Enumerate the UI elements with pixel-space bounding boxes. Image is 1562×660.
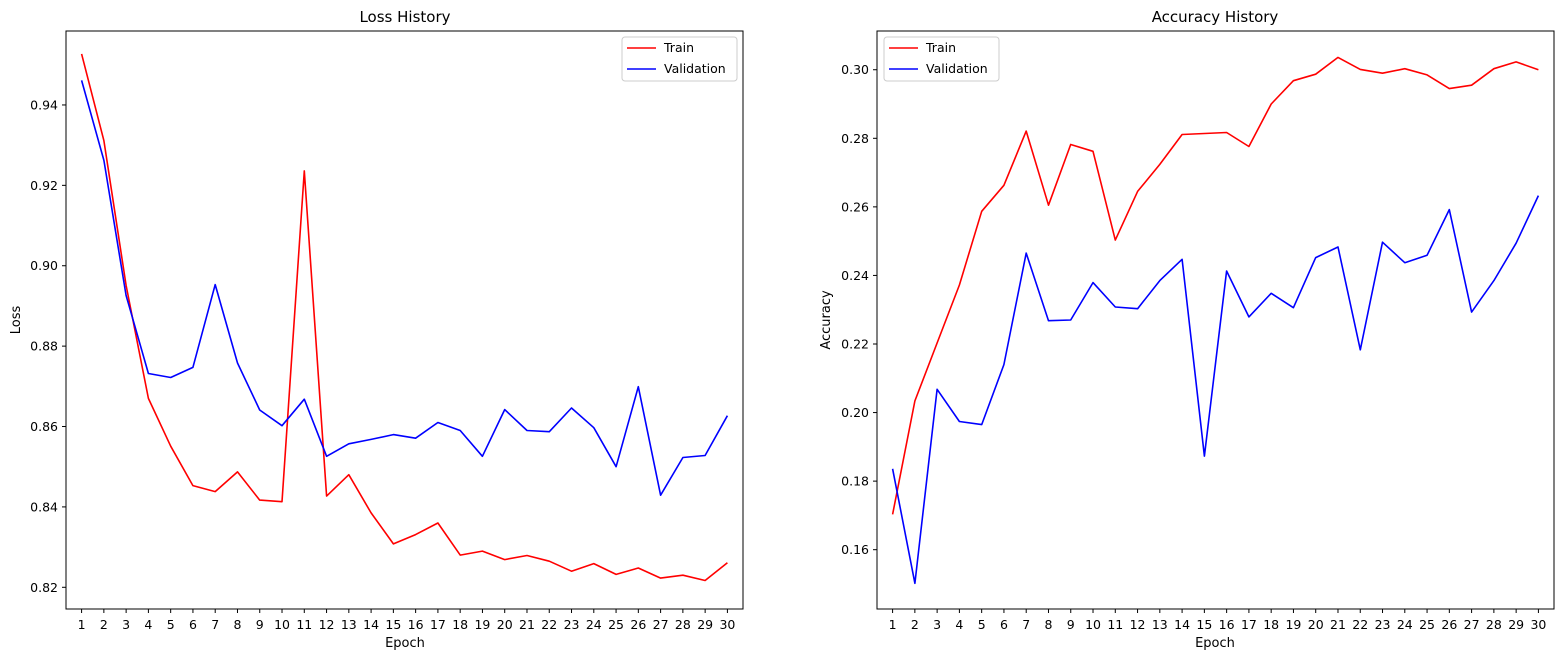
accuracy-x-tick-label: 19	[1285, 617, 1301, 632]
loss-x-tick-label: 23	[564, 617, 580, 632]
loss-chart: Loss History 1 2 3 4 5 6 7 8 9 10 11 12 13 14 15 16 17 18…	[9, 8, 744, 651]
accuracy-x-tick-label: 27	[1464, 617, 1480, 632]
accuracy-legend-label-validation: Validation	[926, 61, 988, 76]
loss-x-tick-label: 3	[122, 617, 130, 632]
accuracy-y-tick-label: 0.30	[841, 62, 869, 77]
accuracy-x-tick-label: 25	[1419, 617, 1435, 632]
loss-x-tick-label: 24	[586, 617, 602, 632]
loss-y-tick-label: 0.94	[30, 97, 58, 112]
loss-x-tick-label: 28	[675, 617, 691, 632]
accuracy-x-tick-label: 6	[1000, 617, 1008, 632]
loss-x-tick-label: 27	[653, 617, 669, 632]
loss-legend-label-validation: Validation	[664, 61, 726, 76]
accuracy-y-tick-label: 0.28	[841, 131, 869, 146]
loss-x-tick-label: 12	[319, 617, 335, 632]
loss-x-tick-label: 9	[256, 617, 264, 632]
accuracy-chart-title: Accuracy History	[1152, 8, 1279, 26]
accuracy-x-tick-label: 5	[978, 617, 986, 632]
accuracy-x-tick-label: 11	[1107, 617, 1123, 632]
loss-series-train-line	[80, 53, 728, 582]
loss-x-tick-label: 29	[697, 617, 713, 632]
accuracy-x-tick-label: 23	[1375, 617, 1391, 632]
loss-y-tick-label: 0.90	[30, 258, 58, 273]
loss-series-validation-line	[80, 80, 729, 497]
accuracy-x-tick-label: 14	[1174, 617, 1190, 632]
accuracy-x-tick-label: 15	[1196, 617, 1212, 632]
accuracy-x-tick-label: 26	[1441, 617, 1457, 632]
loss-x-tick-label: 18	[452, 617, 468, 632]
accuracy-x-tick-label: 21	[1330, 617, 1346, 632]
loss-y-tick-label: 0.86	[30, 419, 58, 434]
loss-plot-frame	[65, 30, 744, 610]
loss-x-tick-label: 15	[385, 617, 401, 632]
loss-y-axis-label: Loss	[9, 306, 24, 335]
accuracy-x-tick-label: 2	[911, 617, 919, 632]
accuracy-x-axis-label: Epoch	[1195, 636, 1235, 651]
accuracy-plot-frame	[876, 30, 1555, 610]
accuracy-x-tick-label: 16	[1219, 617, 1235, 632]
accuracy-x-tick-label: 13	[1152, 617, 1168, 632]
accuracy-y-axis-label: Accuracy	[819, 290, 834, 350]
accuracy-y-tick-label: 0.18	[841, 474, 869, 489]
loss-y-tick-label: 0.84	[30, 499, 58, 514]
accuracy-y-tick-label: 0.26	[841, 199, 869, 214]
accuracy-x-tick-label: 7	[1022, 617, 1030, 632]
accuracy-x-tick-label: 4	[955, 617, 963, 632]
accuracy-x-tick-label: 20	[1308, 617, 1324, 632]
accuracy-x-tick-label: 28	[1486, 617, 1502, 632]
accuracy-series-train-line	[891, 56, 1539, 515]
accuracy-x-tick-label: 24	[1397, 617, 1413, 632]
accuracy-x-tick-label: 22	[1352, 617, 1368, 632]
loss-legend-label-train: Train	[663, 40, 694, 55]
accuracy-chart: Accuracy History 1 2 3 4 5 6 7 8 9 10 11 12 13 14 15 16…	[819, 8, 1555, 651]
loss-x-tick-label: 14	[363, 617, 379, 632]
accuracy-y-tick-label: 0.16	[841, 542, 869, 557]
accuracy-legend-label-train: Train	[925, 40, 956, 55]
accuracy-x-tick-label: 29	[1508, 617, 1524, 632]
loss-x-tick-label: 26	[630, 617, 646, 632]
loss-legend: Train Validation	[621, 36, 738, 82]
accuracy-y-tick-label: 0.22	[841, 336, 869, 351]
loss-x-tick-label: 13	[341, 617, 357, 632]
accuracy-x-tick-label: 9	[1067, 617, 1075, 632]
accuracy-x-tick-label: 17	[1241, 617, 1257, 632]
loss-x-tick-label: 17	[430, 617, 446, 632]
accuracy-y-tick-label: 0.24	[841, 268, 869, 283]
loss-chart-title: Loss History	[359, 8, 450, 26]
loss-x-tick-label: 19	[474, 617, 490, 632]
loss-x-tick-label: 1	[78, 617, 86, 632]
loss-x-tick-label: 11	[296, 617, 312, 632]
loss-x-tick-label: 25	[608, 617, 624, 632]
loss-x-tick-label: 20	[497, 617, 513, 632]
loss-x-tick-label: 2	[100, 617, 108, 632]
accuracy-x-tick-label: 18	[1263, 617, 1279, 632]
loss-x-tick-label: 30	[719, 617, 735, 632]
loss-x-axis-label: Epoch	[385, 636, 425, 651]
accuracy-legend: Train Validation	[883, 36, 1000, 82]
accuracy-x-tick-label: 30	[1530, 617, 1546, 632]
accuracy-x-tick-label: 10	[1085, 617, 1101, 632]
loss-x-tick-label: 21	[519, 617, 535, 632]
accuracy-series-validation-line	[891, 195, 1540, 585]
loss-x-tick-label: 8	[234, 617, 242, 632]
loss-y-tick-label: 0.88	[30, 339, 58, 354]
accuracy-x-tick-label: 12	[1130, 617, 1146, 632]
loss-x-tick-label: 22	[541, 617, 557, 632]
loss-x-tick-label: 6	[189, 617, 197, 632]
accuracy-x-tick-label: 1	[889, 617, 897, 632]
loss-y-tick-label: 0.82	[30, 580, 58, 595]
accuracy-x-tick-label: 3	[933, 617, 941, 632]
loss-x-tick-label: 16	[408, 617, 424, 632]
loss-x-tick-label: 7	[211, 617, 219, 632]
loss-x-tick-label: 10	[274, 617, 290, 632]
loss-y-tick-label: 0.92	[30, 178, 58, 193]
loss-x-tick-label: 4	[144, 617, 152, 632]
accuracy-y-tick-label: 0.20	[841, 405, 869, 420]
accuracy-x-tick-label: 8	[1045, 617, 1053, 632]
loss-x-tick-label: 5	[167, 617, 175, 632]
